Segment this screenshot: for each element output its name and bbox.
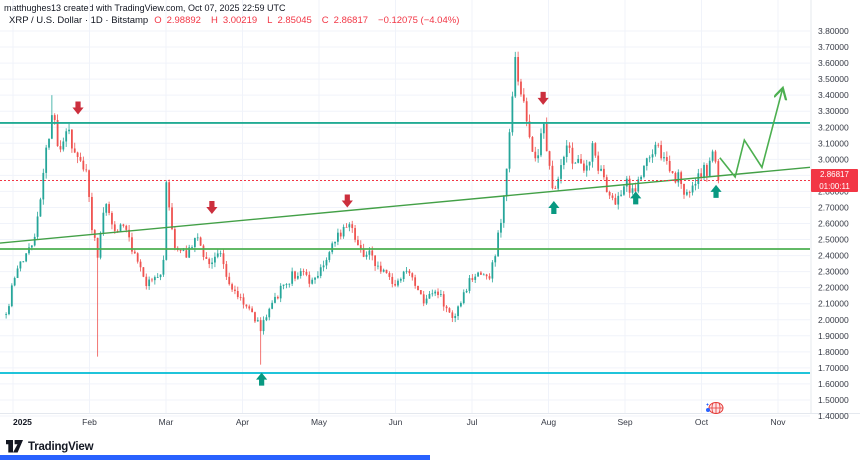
trade-markers — [72, 91, 722, 386]
symbol-title[interactable]: XRP / U.S. Dollar · 1D · Bitstamp — [9, 15, 149, 26]
svg-text:3.10000: 3.10000 — [818, 138, 849, 148]
svg-text:Sep: Sep — [617, 417, 632, 427]
svg-text:Apr: Apr — [236, 417, 249, 427]
svg-text:2.00000: 2.00000 — [818, 315, 849, 325]
buy-arrow-marker[interactable] — [630, 191, 642, 205]
svg-text:Feb: Feb — [82, 417, 97, 427]
price-axis[interactable]: 3.80000 3.70000 3.60000 3.50000 3.40000 3.300… — [818, 26, 849, 421]
svg-text:3.70000: 3.70000 — [818, 42, 849, 52]
svg-text:3.30000: 3.30000 — [818, 106, 849, 116]
open-value: O 2.98892 — [154, 15, 201, 26]
low-value: L 2.85045 — [267, 15, 312, 26]
svg-text:1.50000: 1.50000 — [818, 395, 849, 405]
brand-name: TradingView — [28, 440, 94, 453]
high-value: H 3.00219 — [210, 15, 258, 26]
svg-text:3.80000: 3.80000 — [818, 26, 849, 36]
chart-legend[interactable]: XRP / U.S. Dollar · 1D · Bitstamp O 2.9889… — [9, 15, 464, 26]
close-value: C 2.86817 — [321, 15, 369, 26]
svg-text:Aug: Aug — [541, 417, 556, 427]
tradingview-attribution[interactable]: TradingView — [6, 440, 94, 453]
svg-text:2.70000: 2.70000 — [818, 202, 849, 212]
svg-text:3.50000: 3.50000 — [818, 74, 849, 84]
ohlc-values: O 2.98892 H 3.00219 L 2.85045 C 2.86817 −0.12075… — [154, 15, 464, 26]
last-price-value: 2.86817 — [820, 170, 849, 179]
ascending-trendline[interactable] — [0, 166, 811, 244]
svg-text:2025: 2025 — [13, 417, 32, 427]
buy-arrow-marker[interactable] — [710, 184, 722, 198]
svg-text:1.60000: 1.60000 — [818, 379, 849, 389]
svg-text:Jun: Jun — [389, 417, 403, 427]
sell-arrow-marker[interactable] — [341, 194, 353, 208]
tradingview-logo-icon — [6, 440, 23, 453]
svg-text:2.20000: 2.20000 — [818, 283, 849, 293]
svg-text:2.10000: 2.10000 — [818, 299, 849, 309]
svg-text:3.60000: 3.60000 — [818, 58, 849, 68]
event-icon[interactable] — [703, 400, 725, 415]
bar-countdown: 01:00:11 — [819, 181, 850, 191]
svg-text:2.30000: 2.30000 — [818, 267, 849, 277]
svg-text:May: May — [311, 417, 328, 427]
svg-text:2.50000: 2.50000 — [818, 235, 849, 245]
svg-text:Jul: Jul — [467, 417, 478, 427]
svg-text:1.70000: 1.70000 — [818, 363, 849, 373]
svg-text:3.20000: 3.20000 — [818, 122, 849, 132]
change-value: −0.12075 (−4.04%) — [378, 15, 460, 26]
bottom-blue-bar — [0, 455, 430, 460]
svg-text:3.00000: 3.00000 — [818, 154, 849, 164]
sell-arrow-marker[interactable] — [537, 91, 549, 105]
svg-text:1.90000: 1.90000 — [818, 331, 849, 341]
forecast-arrow[interactable] — [719, 89, 783, 179]
svg-text:3.40000: 3.40000 — [818, 90, 849, 100]
svg-text:Nov: Nov — [770, 417, 786, 427]
time-axis[interactable]: 2025 Feb Mar Apr May Jun Jul Aug Sep Oct Nov — [13, 417, 786, 427]
grid-lines — [0, 0, 810, 417]
sell-arrow-marker[interactable] — [206, 200, 218, 214]
svg-text:Oct: Oct — [695, 417, 709, 427]
attribution-text: matthughes13 created with TradingView.co… — [4, 3, 286, 13]
svg-text:1.80000: 1.80000 — [818, 347, 849, 357]
svg-text:1.40000: 1.40000 — [818, 411, 849, 421]
candles — [5, 51, 720, 365]
last-price-label: 2.86817 01:00:11 — [811, 169, 858, 192]
buy-arrow-marker[interactable] — [548, 200, 560, 214]
sell-arrow-marker[interactable] — [72, 101, 84, 115]
svg-text:Mar: Mar — [159, 417, 174, 427]
svg-text:2.60000: 2.60000 — [818, 219, 849, 229]
buy-arrow-marker[interactable] — [256, 372, 268, 386]
svg-text:2.40000: 2.40000 — [818, 251, 849, 261]
